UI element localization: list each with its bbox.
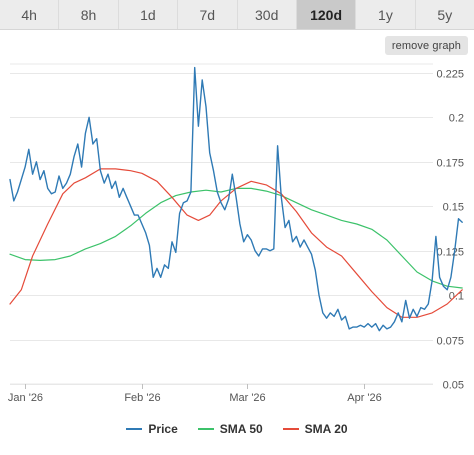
series-line-price — [9, 66, 463, 332]
legend-swatch-sma-50 — [197, 428, 214, 430]
y-tick-label: 0.075 — [436, 336, 464, 348]
tab-5y[interactable]: 5y — [415, 0, 474, 29]
y-tick-label: 0.175 — [436, 158, 464, 170]
tab-7d[interactable]: 7d — [178, 0, 238, 29]
legend-item-sma-50[interactable]: SMA 50 — [197, 422, 263, 436]
legend-item-price[interactable]: Price — [126, 422, 178, 436]
tab-120d[interactable]: 120d — [296, 0, 357, 29]
x-axis-ticks: Jan '26 Feb '26 Mar '26 Apr '26 — [8, 384, 382, 404]
tab-1y[interactable]: 1y — [356, 0, 416, 29]
series-line-sma-50 — [9, 187, 463, 289]
grid-lines — [10, 63, 433, 385]
chart-legend: Price SMA 50 SMA 20 — [0, 419, 474, 439]
legend-label-sma-50: SMA 50 — [219, 422, 263, 436]
legend-label-price: Price — [148, 422, 178, 436]
tab-4h[interactable]: 4h — [0, 0, 60, 29]
y-tick-label: 0.125 — [436, 247, 464, 259]
x-tick-label: Feb '26 — [124, 392, 160, 404]
legend-swatch-price — [126, 428, 143, 430]
series-lines — [9, 66, 463, 332]
legend-label-sma-20: SMA 20 — [304, 422, 348, 436]
tab-1d[interactable]: 1d — [118, 0, 179, 29]
legend-item-sma-20[interactable]: SMA 20 — [282, 422, 348, 436]
x-tick-label: Mar '26 — [229, 392, 265, 404]
y-tick-label: 0.225 — [436, 69, 464, 81]
x-tick-label: Jan '26 — [8, 392, 43, 404]
tab-30d[interactable]: 30d — [237, 0, 297, 29]
y-tick-label: 0.15 — [443, 202, 464, 214]
remove-graph-button[interactable]: remove graph — [384, 36, 468, 55]
timeframe-tabs: 4h 8h 1d 7d 30d 120d 1y 5y — [0, 0, 474, 30]
y-tick-label: 0.2 — [449, 113, 464, 125]
x-tick-label: Apr '26 — [347, 392, 382, 404]
y-tick-label: 0.05 — [443, 380, 464, 392]
tab-8h[interactable]: 8h — [59, 0, 119, 29]
legend-swatch-sma-20 — [282, 428, 299, 430]
